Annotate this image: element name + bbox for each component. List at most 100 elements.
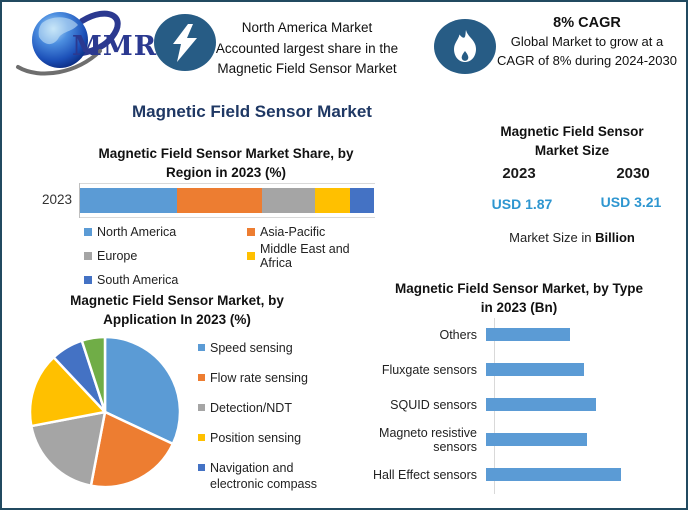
legend-label-detection-ndt: Detection/NDT xyxy=(210,401,292,415)
lightning-glyph xyxy=(173,23,197,62)
application-pie xyxy=(28,335,182,489)
legend-item-north-america: North America xyxy=(84,225,247,239)
legend-label-north-america: North America xyxy=(97,225,177,239)
pie-slice-position-sensing xyxy=(28,356,107,428)
logo-swoosh-gray xyxy=(16,49,102,76)
type-bar-others xyxy=(486,328,570,341)
region-segment-middle-east-and-africa xyxy=(315,188,351,213)
region-segment-north-america xyxy=(80,188,178,213)
application-chart-title: Magnetic Field Sensor Market, by Applica… xyxy=(28,291,326,329)
application-chart-title-line2: Application In 2023 (%) xyxy=(103,312,251,327)
region-stacked-bar xyxy=(80,188,374,213)
legend-label-speed-sensing: Speed sensing xyxy=(210,341,293,355)
cagr-line1: Global Market to grow at a xyxy=(510,34,664,49)
type-label-others: Others xyxy=(439,327,477,342)
legend-swatch-middle-east-and-africa xyxy=(247,252,255,260)
type-label-hall-effect-sensors: Hall Effect sensors xyxy=(373,467,477,482)
region-segment-asia-pacific xyxy=(177,188,263,213)
legend-item-asia-pacific: Asia-Pacific xyxy=(247,225,384,239)
application-chart-title-line1: Magnetic Field Sensor Market, by xyxy=(70,293,284,308)
type-bar-hall-effect-sensors xyxy=(486,468,621,481)
legend-swatch-detection-ndt xyxy=(198,404,205,411)
market-size-title: Magnetic Field Sensor Market Size xyxy=(477,123,667,160)
flame-glyph xyxy=(454,29,476,62)
legend-item-south-america: South America xyxy=(84,273,247,287)
cagr-line2: CAGR of 8% during 2024-2030 xyxy=(497,52,677,68)
pie-slice-detection-ndt xyxy=(30,410,107,487)
market-size-note-unit: Billion xyxy=(595,230,635,245)
region-y-axis xyxy=(79,183,80,218)
type-chart-title-line2: in 2023 (Bn) xyxy=(480,300,558,315)
legend-label-middle-east-and-africa: Middle East and Africa xyxy=(260,242,350,270)
page-title: Magnetic Field Sensor Market xyxy=(132,102,372,121)
legend-swatch-navigation-and-electronic-compass xyxy=(198,464,205,471)
region-chart-title-line2: Region in 2023 (%) xyxy=(165,165,287,180)
pie-slice-green xyxy=(80,335,107,414)
market-size-year-2023: 2023 xyxy=(502,165,536,182)
type-bar-squid-sensors xyxy=(486,398,596,411)
type-label-magneto-resistive-sensors: Magneto resistive sensors xyxy=(379,425,477,454)
type-chart-title: Magnetic Field Sensor Market, by Type in… xyxy=(356,279,682,317)
legend-item-navigation-and-electronic-compass: Navigation and electronic compass xyxy=(198,460,350,492)
type-chart-title-line1: Magnetic Field Sensor Market, by Type xyxy=(394,281,644,296)
legend-item-middle-east-and-africa: Middle East and Africa xyxy=(247,242,384,270)
legend-swatch-north-america xyxy=(84,228,92,236)
header-highlight-right: 8% CAGR Global Market to grow at a CAGR … xyxy=(494,15,680,70)
mmr-logo: MMR xyxy=(12,7,158,79)
type-row-others: Others xyxy=(354,317,684,352)
legend-swatch-position-sensing xyxy=(198,434,205,441)
market-size-value-2030: USD 3.21 xyxy=(600,194,662,210)
market-size-year-2030: 2030 xyxy=(616,165,650,182)
legend-swatch-europe xyxy=(84,252,92,260)
type-row-squid-sensors: SQUID sensors xyxy=(354,387,684,422)
region-legend: North America Asia-Pacific Europe Middle Ea… xyxy=(84,225,384,287)
type-bar-magneto-resistive-sensors xyxy=(486,433,587,446)
logo-text: MMR xyxy=(72,31,158,62)
market-size-title-line1: Magnetic Field Sensor xyxy=(500,124,644,139)
globe-landmass xyxy=(38,17,78,45)
type-label-fluxgate-sensors: Fluxgate sensors xyxy=(381,362,477,377)
highlight-left-line1: North America Market xyxy=(241,20,373,35)
legend-label-position-sensing: Position sensing xyxy=(210,431,302,445)
legend-swatch-south-america xyxy=(84,276,92,284)
market-size-note-prefix: Market Size in xyxy=(509,230,596,245)
region-axis-label: 2023 xyxy=(41,192,72,207)
region-chart-title: Magnetic Field Sensor Market Share, by R… xyxy=(70,144,382,182)
legend-item-detection-ndt: Detection/NDT xyxy=(198,400,350,416)
application-legend: Speed sensing Flow rate sensing Detection/… xyxy=(198,340,350,506)
legend-item-position-sensing: Position sensing xyxy=(198,430,350,446)
pie-slice-flow-rate-sensing xyxy=(89,410,175,489)
globe-icon xyxy=(16,10,121,76)
type-label-squid-sensors: SQUID sensors xyxy=(390,397,477,412)
legend-swatch-speed-sensing xyxy=(198,344,205,351)
lightning-icon xyxy=(154,14,216,71)
legend-label-europe: Europe xyxy=(97,249,138,263)
legend-item-speed-sensing: Speed sensing xyxy=(198,340,350,356)
type-row-fluxgate-sensors: Fluxgate sensors xyxy=(354,352,684,387)
highlight-left-line3: Magnetic Field Sensor Market xyxy=(217,61,397,76)
legend-swatch-flow-rate-sensing xyxy=(198,374,205,381)
legend-swatch-asia-pacific xyxy=(247,228,255,236)
market-size-value-2023: USD 1.87 xyxy=(491,196,553,212)
legend-item-flow-rate-sensing: Flow rate sensing xyxy=(198,370,350,386)
type-row-hall-effect-sensors: Hall Effect sensors xyxy=(354,457,684,492)
type-bar-fluxgate-sensors xyxy=(486,363,584,376)
legend-item-europe: Europe xyxy=(84,242,247,270)
legend-label-navigation-and-electronic-compass: Navigation and electronic compass xyxy=(210,461,317,491)
logo-swoosh-blue xyxy=(79,10,121,56)
region-plot-area xyxy=(79,183,375,218)
cagr-title: 8% CAGR xyxy=(553,15,621,31)
type-chart-rows: Others Fluxgate sensors SQUID sensors Magne… xyxy=(354,317,684,492)
region-segment-south-america xyxy=(350,188,374,213)
market-size-title-line2: Market Size xyxy=(534,142,610,158)
legend-label-flow-rate-sensing: Flow rate sensing xyxy=(210,371,308,385)
market-size-note: Market Size in Billion xyxy=(480,230,664,245)
legend-label-south-america: South America xyxy=(97,273,179,287)
type-row-magneto-resistive-sensors: Magneto resistive sensors xyxy=(354,422,684,457)
region-chart-title-line1: Magnetic Field Sensor Market Share, by xyxy=(98,146,354,161)
pie-slice-speed-sensing xyxy=(103,335,182,446)
highlight-left-line2: Accounted largest share in the xyxy=(215,40,399,56)
flame-icon xyxy=(434,19,496,74)
legend-label-asia-pacific: Asia-Pacific xyxy=(260,225,326,239)
